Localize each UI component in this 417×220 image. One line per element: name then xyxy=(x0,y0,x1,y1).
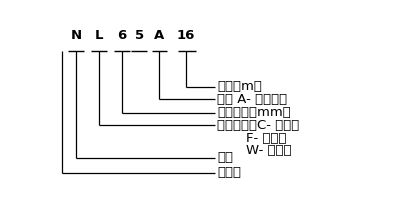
Text: W- 卧式型: W- 卧式型 xyxy=(246,144,291,157)
Text: 6: 6 xyxy=(117,29,126,42)
Text: A: A xyxy=(153,29,164,42)
Text: L: L xyxy=(95,29,103,42)
Text: 扬程（m）: 扬程（m） xyxy=(217,80,262,93)
Text: 出水口径（mm）: 出水口径（mm） xyxy=(217,106,291,119)
Text: N: N xyxy=(71,29,82,42)
Text: 派生符号：C- 加长型: 派生符号：C- 加长型 xyxy=(217,119,299,132)
Text: 改进 A- 机械密封: 改进 A- 机械密封 xyxy=(217,93,287,106)
Text: 泥浆泵: 泥浆泵 xyxy=(217,167,241,180)
Text: F- 不锈钢: F- 不锈钢 xyxy=(246,132,286,145)
Text: 5: 5 xyxy=(135,29,144,42)
Text: 立式: 立式 xyxy=(217,151,233,164)
Text: 16: 16 xyxy=(177,29,196,42)
